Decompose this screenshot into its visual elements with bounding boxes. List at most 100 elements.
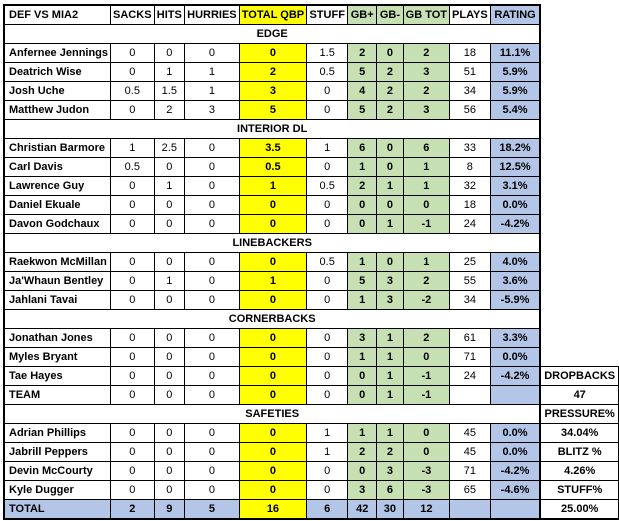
stat-cell[interactable]: 1 xyxy=(376,366,404,386)
stat-cell[interactable]: 0 xyxy=(153,290,186,310)
stat-cell[interactable]: 0 xyxy=(184,347,240,367)
stat-cell[interactable]: 1 xyxy=(347,290,378,310)
stat-cell[interactable]: 1 xyxy=(153,271,186,291)
stat-cell[interactable]: 0 xyxy=(153,480,186,500)
stat-cell[interactable]: 0 xyxy=(238,214,308,234)
stat-cell[interactable]: 0 xyxy=(306,81,349,101)
player-name-cell[interactable]: TEAM xyxy=(3,385,112,405)
stat-cell[interactable]: 0 xyxy=(184,423,240,443)
side-panel-cell[interactable]: 25.00% xyxy=(539,499,619,520)
stat-cell[interactable]: 1 xyxy=(184,81,240,101)
stat-cell[interactable]: 0 xyxy=(153,461,186,481)
section-label-cell[interactable]: CORNERBACKS xyxy=(2,309,542,329)
stat-cell[interactable]: 0 xyxy=(347,214,378,234)
stat-cell[interactable]: 1.5 xyxy=(306,43,349,63)
stat-cell[interactable]: 51 xyxy=(449,62,491,82)
column-header-rating[interactable]: RATING xyxy=(489,4,542,25)
stat-cell[interactable]: 0 xyxy=(184,195,240,215)
stat-cell[interactable]: 0 xyxy=(110,347,155,367)
column-header-hits[interactable]: HITS xyxy=(153,4,186,25)
stat-cell[interactable]: 25 xyxy=(449,252,491,272)
stat-cell[interactable]: 2 xyxy=(347,43,378,63)
stat-cell[interactable]: 0.5 xyxy=(306,62,349,82)
stat-cell[interactable]: 0 xyxy=(238,385,308,405)
stat-cell[interactable] xyxy=(449,499,491,520)
column-header-total-qbp[interactable]: TOTAL QBP xyxy=(238,4,308,25)
stat-cell[interactable]: 0.5 xyxy=(238,157,308,177)
stat-cell[interactable]: 32 xyxy=(449,176,491,196)
stat-cell[interactable]: 1 xyxy=(184,62,240,82)
stat-cell[interactable]: 2 xyxy=(347,176,378,196)
player-name-cell[interactable]: Adrian Phillips xyxy=(3,423,112,443)
stat-cell[interactable]: 0 xyxy=(347,461,378,481)
stat-cell[interactable]: 0 xyxy=(238,461,308,481)
stat-cell[interactable]: 0 xyxy=(238,423,308,443)
player-name-cell[interactable]: Myles Bryant xyxy=(3,347,112,367)
stat-cell[interactable]: 0 xyxy=(110,100,155,120)
player-name-cell[interactable]: Josh Uche xyxy=(3,81,112,101)
stat-cell[interactable]: 0 xyxy=(306,366,349,386)
total-label-cell[interactable]: TOTAL xyxy=(3,499,112,520)
player-name-cell[interactable]: Davon Godchaux xyxy=(3,214,112,234)
stat-cell[interactable]: 0 xyxy=(376,252,404,272)
stat-cell[interactable]: 65 xyxy=(449,480,491,500)
stat-cell[interactable]: 1 xyxy=(376,176,404,196)
stat-cell[interactable]: 2 xyxy=(376,62,404,82)
stat-cell[interactable]: 0 xyxy=(238,43,308,63)
stat-cell[interactable]: 1 xyxy=(347,157,378,177)
stat-cell[interactable]: 0 xyxy=(347,385,378,405)
stat-cell[interactable]: 0 xyxy=(306,290,349,310)
stat-cell[interactable]: 0 xyxy=(347,366,378,386)
stat-cell[interactable]: 1 xyxy=(347,423,378,443)
stat-cell[interactable]: 0 xyxy=(110,176,155,196)
stat-cell[interactable]: -4.6% xyxy=(489,480,542,500)
stat-cell[interactable]: 0 xyxy=(110,271,155,291)
player-name-cell[interactable]: Jonathan Jones xyxy=(3,328,112,348)
stat-cell[interactable]: 0 xyxy=(238,442,308,462)
stat-cell[interactable]: 0 xyxy=(184,138,240,158)
column-header-sacks[interactable]: SACKS xyxy=(110,4,155,25)
stat-cell[interactable]: 2 xyxy=(402,328,451,348)
stat-cell[interactable]: 0 xyxy=(110,252,155,272)
stat-cell[interactable]: 0 xyxy=(184,385,240,405)
stat-cell[interactable]: 1 xyxy=(153,176,186,196)
stat-cell[interactable]: 3 xyxy=(376,271,404,291)
side-panel-cell[interactable]: DROPBACKS xyxy=(539,366,619,386)
stat-cell[interactable]: 2 xyxy=(402,43,451,63)
stat-cell[interactable]: 0 xyxy=(110,480,155,500)
stat-cell[interactable]: 2 xyxy=(376,81,404,101)
stat-cell[interactable]: 0 xyxy=(153,214,186,234)
stat-cell[interactable]: 0 xyxy=(402,442,451,462)
column-header-gb-[interactable]: GB+ xyxy=(347,4,378,25)
stat-cell[interactable]: 0 xyxy=(184,442,240,462)
stat-cell[interactable]: 9 xyxy=(153,499,186,520)
stat-cell[interactable]: 6 xyxy=(376,480,404,500)
stat-cell[interactable]: 1 xyxy=(347,347,378,367)
column-header-def-vs-mia2[interactable]: DEF VS MIA2 xyxy=(3,4,112,25)
stat-cell[interactable]: 18 xyxy=(449,195,491,215)
stat-cell[interactable] xyxy=(489,499,542,520)
stat-cell[interactable]: 1 xyxy=(402,176,451,196)
stat-cell[interactable] xyxy=(489,385,542,405)
stat-cell[interactable]: 2 xyxy=(376,442,404,462)
stat-cell[interactable]: 2 xyxy=(238,62,308,82)
player-name-cell[interactable]: Christian Barmore xyxy=(3,138,112,158)
stat-cell[interactable]: 42 xyxy=(347,499,378,520)
stat-cell[interactable]: 0 xyxy=(402,195,451,215)
stat-cell[interactable]: -4.2% xyxy=(489,214,542,234)
stat-cell[interactable]: 4.0% xyxy=(489,252,542,272)
stat-cell[interactable]: 3.3% xyxy=(489,328,542,348)
stat-cell[interactable]: 2 xyxy=(376,100,404,120)
stat-cell[interactable]: 0.5 xyxy=(110,157,155,177)
side-panel-cell[interactable]: 34.04% xyxy=(539,423,619,443)
stat-cell[interactable]: 1 xyxy=(376,328,404,348)
stat-cell[interactable]: 0 xyxy=(306,328,349,348)
stat-cell[interactable]: 0 xyxy=(306,271,349,291)
stat-cell[interactable]: 3 xyxy=(347,480,378,500)
stat-cell[interactable]: 0 xyxy=(306,195,349,215)
stat-cell[interactable]: 18 xyxy=(449,43,491,63)
stat-cell[interactable]: 24 xyxy=(449,366,491,386)
stat-cell[interactable]: 0.5 xyxy=(110,81,155,101)
player-name-cell[interactable]: Daniel Ekuale xyxy=(3,195,112,215)
column-header-hurries[interactable]: HURRIES xyxy=(184,4,240,25)
